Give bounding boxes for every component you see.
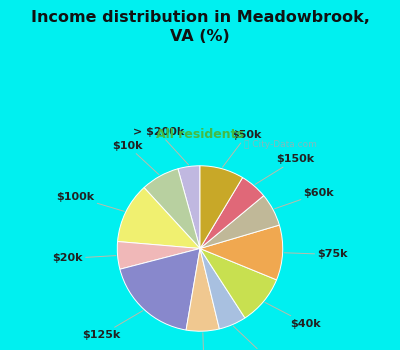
Text: $100k: $100k (56, 192, 124, 211)
Wedge shape (118, 188, 200, 248)
Wedge shape (120, 248, 200, 330)
Text: $50k: $50k (222, 130, 262, 167)
Text: $60k: $60k (274, 188, 334, 209)
Text: $200k: $200k (233, 326, 284, 350)
Text: $75k: $75k (284, 250, 348, 259)
Wedge shape (117, 241, 200, 269)
Text: $150k: $150k (255, 154, 315, 184)
Wedge shape (200, 248, 245, 329)
Text: $125k: $125k (82, 311, 143, 340)
Wedge shape (200, 225, 283, 280)
Wedge shape (200, 196, 279, 248)
Wedge shape (178, 166, 200, 248)
Wedge shape (200, 166, 242, 248)
Wedge shape (200, 248, 276, 318)
Text: > $200k: > $200k (133, 127, 189, 165)
Wedge shape (144, 169, 200, 248)
Text: Income distribution in Meadowbrook,
VA (%): Income distribution in Meadowbrook, VA (… (30, 10, 370, 44)
Text: $30k: $30k (189, 333, 219, 350)
Text: $10k: $10k (112, 141, 159, 175)
Wedge shape (200, 177, 264, 248)
Wedge shape (186, 248, 219, 331)
Text: $40k: $40k (265, 302, 321, 329)
Text: $20k: $20k (52, 253, 116, 264)
Text: All residents: All residents (156, 128, 244, 141)
Text: ⓘ City-Data.com: ⓘ City-Data.com (244, 140, 316, 149)
